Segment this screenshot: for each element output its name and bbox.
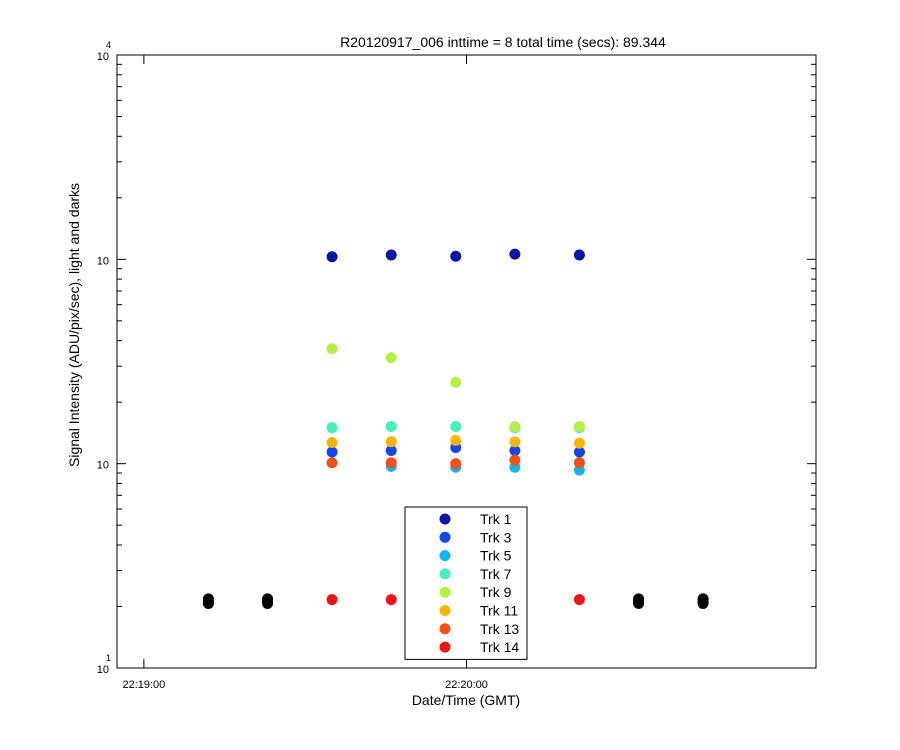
legend-marker	[439, 568, 451, 580]
data-point	[450, 376, 462, 388]
data-point	[385, 352, 397, 364]
legend-label: Trk 1	[480, 511, 512, 527]
x-tick-label: 22:20:00	[445, 679, 488, 691]
data-point	[509, 248, 521, 260]
legend-label: Trk 11	[480, 603, 518, 619]
y-tick-label: 10	[97, 664, 109, 676]
data-point	[573, 249, 585, 261]
legend-label: Trk 7	[480, 566, 512, 582]
legend-marker	[439, 641, 451, 653]
data-point	[573, 421, 585, 433]
data-point	[573, 437, 585, 449]
data-point	[450, 250, 462, 262]
data-point	[262, 597, 274, 609]
data-point	[633, 597, 645, 609]
x-axis-label: Date/Time (GMT)	[412, 692, 520, 708]
legend-label: Trk 3	[480, 529, 512, 545]
data-point	[450, 421, 462, 433]
data-point	[573, 446, 585, 458]
y-tick-label: 10	[97, 460, 109, 472]
data-point	[450, 458, 462, 470]
legend-marker	[439, 586, 451, 598]
y-tick-label: 10	[97, 255, 109, 267]
data-point	[509, 454, 521, 466]
data-point	[202, 597, 214, 609]
y-axis-label: Signal Intensity (ADU/pix/sec), light an…	[66, 183, 82, 467]
data-point	[385, 436, 397, 448]
data-point	[326, 594, 338, 606]
y-tick-exponent: 4	[106, 40, 111, 50]
data-point	[326, 343, 338, 355]
data-point	[385, 594, 397, 606]
legend-marker	[439, 531, 451, 543]
legend: Trk 1 Trk 3 Trk 5 Trk 7 Trk 9 Trk 11 Trk 13 Trk…	[404, 506, 528, 660]
data-point	[509, 421, 521, 433]
y-tick-exponent: 1	[106, 653, 111, 663]
data-point	[326, 422, 338, 434]
legend-label: Trk 9	[480, 584, 512, 600]
data-point	[509, 436, 521, 448]
data-point	[450, 434, 462, 446]
legend-marker	[439, 550, 451, 562]
data-point	[385, 249, 397, 261]
data-point	[509, 444, 521, 456]
data-point	[326, 251, 338, 263]
data-point	[385, 444, 397, 456]
data-point	[385, 421, 397, 433]
x-tick-label: 22:19:00	[122, 679, 165, 691]
legend-marker	[439, 605, 451, 616]
data-point	[326, 436, 338, 448]
data-point	[573, 594, 585, 606]
chart-title: R20120917_006 inttime = 8 total time (se…	[340, 34, 666, 50]
legend-label: Trk 13	[480, 621, 519, 637]
data-point	[573, 457, 585, 469]
y-tick-label: 10	[97, 51, 109, 63]
legend-marker	[439, 623, 451, 635]
legend-label: Trk 5	[480, 548, 512, 564]
legend-box	[404, 506, 528, 660]
data-point	[326, 457, 338, 469]
data-point	[697, 597, 709, 609]
data-point	[385, 457, 397, 469]
legend-label: Trk 14	[480, 639, 519, 655]
data-point	[326, 446, 338, 458]
legend-marker	[439, 513, 451, 525]
